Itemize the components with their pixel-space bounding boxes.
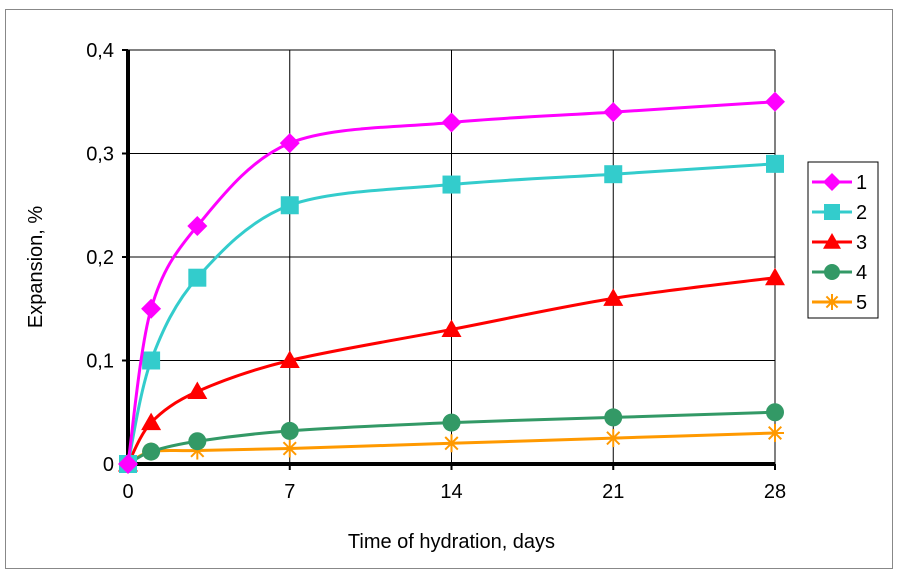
legend-marker <box>824 204 840 220</box>
y-tick-label: 0,3 <box>86 144 114 166</box>
series-1-point <box>118 454 138 474</box>
series-3-point <box>279 350 300 368</box>
legend-item-3: 3 <box>812 232 867 254</box>
series-4 <box>119 403 784 473</box>
legend-label: 5 <box>856 292 867 314</box>
legend-marker <box>824 264 840 280</box>
series-2-point <box>188 268 207 287</box>
series-2-point <box>604 165 623 184</box>
legend: 1 2 3 4 5 <box>807 161 879 319</box>
legend-item-1: 1 <box>812 172 867 194</box>
series-2-point <box>766 154 784 173</box>
x-tick-label: 7 <box>284 481 295 503</box>
series-5-point <box>604 429 623 448</box>
legend-marker <box>823 173 841 191</box>
x-tick-label: 21 <box>602 481 624 503</box>
series-layer <box>118 91 785 474</box>
y-tick-label: 0 <box>103 454 114 476</box>
y-tick-label: 0,1 <box>86 351 114 373</box>
series-5-point <box>280 439 299 458</box>
series-1-point <box>141 298 162 319</box>
series-1-point <box>187 215 208 236</box>
series-4-point <box>280 421 299 440</box>
series-4-point <box>766 403 784 422</box>
series-1-point <box>441 112 462 133</box>
legend-item-5: 5 <box>812 292 867 314</box>
x-tick-label: 0 <box>122 481 133 503</box>
legend-item-4: 4 <box>812 262 867 284</box>
series-2 <box>119 154 784 473</box>
legend-marker <box>823 233 841 249</box>
legend-item-2: 2 <box>812 202 867 224</box>
legend-label: 2 <box>856 202 867 224</box>
series-3-point <box>603 288 624 306</box>
legend-label: 4 <box>856 262 867 284</box>
series-4-point <box>604 408 623 427</box>
x-tick-label: 14 <box>440 481 462 503</box>
x-axis-title: Time of hydration, days <box>348 531 555 553</box>
series-3-point <box>441 319 462 337</box>
series-3-point <box>765 267 785 286</box>
y-tick-label: 0,2 <box>86 247 114 269</box>
legend-label: 1 <box>856 172 867 194</box>
series-5-point <box>766 423 784 442</box>
series-1-point <box>279 133 300 154</box>
series-3-point <box>187 381 208 400</box>
legend-box <box>807 161 879 319</box>
legend-marker <box>824 294 840 310</box>
series-1-point <box>765 91 785 112</box>
series-1 <box>118 91 785 474</box>
series-3-line <box>126 276 776 465</box>
series-3-point <box>141 412 162 431</box>
series-5-point <box>442 434 461 453</box>
legend-label: 3 <box>856 232 867 254</box>
series-4-point <box>142 442 161 461</box>
tick-labels: 0 0,1 0,2 0,3 0,4 0 7 14 21 28 <box>86 40 786 503</box>
series-4-point <box>188 432 207 451</box>
series-2-point <box>442 175 461 194</box>
series-2-point <box>142 351 161 370</box>
series-4-point <box>442 413 461 432</box>
y-axis-title: Expansion, % <box>25 206 47 329</box>
series-1-point <box>603 102 624 123</box>
y-tick-label: 0,4 <box>86 40 114 62</box>
series-2-point <box>280 196 299 215</box>
x-tick-label: 28 <box>764 481 786 503</box>
